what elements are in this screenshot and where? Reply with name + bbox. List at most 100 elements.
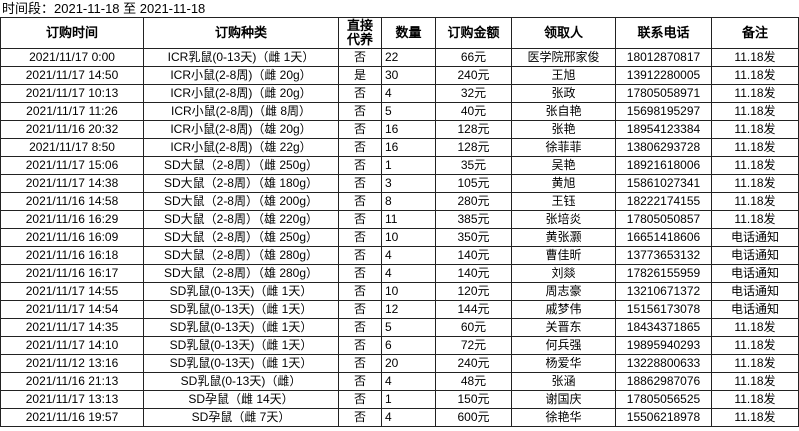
cell-quantity: 4 <box>381 408 436 427</box>
cell-recipient: 吴艳 <box>511 156 616 175</box>
cell-recipient: 戚梦伟 <box>511 300 616 319</box>
cell-phone: 17826155959 <box>615 264 712 283</box>
cell-order-type: ICR小鼠(2-8周)（雌 20g） <box>143 66 339 85</box>
cell-remark: 11.18发 <box>711 120 799 139</box>
cell-remark: 11.18发 <box>711 390 799 409</box>
cell-order-type: SD大鼠（2-8周）（雄 250g） <box>143 228 339 247</box>
cell-remark: 11.18发 <box>711 336 799 355</box>
header-order-time: 订购时间 <box>0 17 144 49</box>
header-row: 订购时间 订购种类 直接 代养 数量 订购金额 领取人 联系电话 备注 <box>0 17 799 49</box>
cell-amount: 140元 <box>435 246 512 265</box>
cell-recipient: 曹佳昕 <box>511 246 616 265</box>
table-row: 2021/11/16 14:58 SD大鼠（2-8周）（雄 200g）否 8 280元… <box>0 192 799 211</box>
cell-phone: 17805058971 <box>615 84 712 103</box>
cell-amount: 240元 <box>435 354 512 373</box>
cell-phone: 13228800633 <box>615 354 712 373</box>
cell-direct-care: 否 <box>338 228 382 247</box>
header-direct-line2: 代养 <box>346 32 373 47</box>
cell-recipient: 张涵 <box>511 372 616 391</box>
cell-amount: 144元 <box>435 300 512 319</box>
cell-amount: 600元 <box>435 408 512 427</box>
cell-recipient: 徐艳华 <box>511 408 616 427</box>
table-row: 2021/11/17 14:35 SD乳鼠(0-13天)（雌 1天）否 5 60元 关晋… <box>0 318 799 337</box>
cell-quantity: 1 <box>381 156 436 175</box>
cell-remark: 11.18发 <box>711 138 799 157</box>
cell-remark: 11.18发 <box>711 48 799 67</box>
cell-order-time: 2021/11/16 14:58 <box>0 192 144 211</box>
cell-amount: 120元 <box>435 282 512 301</box>
cell-quantity: 5 <box>381 318 436 337</box>
cell-recipient: 张培炎 <box>511 210 616 229</box>
cell-remark: 11.18发 <box>711 84 799 103</box>
cell-order-time: 2021/11/16 19:57 <box>0 408 144 427</box>
cell-direct-care: 否 <box>338 48 382 67</box>
cell-phone: 18434371865 <box>615 318 712 337</box>
cell-order-time: 2021/11/17 14:55 <box>0 282 144 301</box>
cell-direct-care: 否 <box>338 102 382 121</box>
cell-quantity: 30 <box>381 66 436 85</box>
cell-quantity: 10 <box>381 282 436 301</box>
cell-amount: 35元 <box>435 156 512 175</box>
cell-amount: 105元 <box>435 174 512 193</box>
header-amount: 订购金额 <box>435 17 512 49</box>
cell-order-time: 2021/11/17 14:54 <box>0 300 144 319</box>
order-table: 订购时间 订购种类 直接 代养 数量 订购金额 领取人 联系电话 备注 2021/… <box>0 17 799 427</box>
cell-recipient: 刘燚 <box>511 264 616 283</box>
cell-recipient: 黄旭 <box>511 174 616 193</box>
cell-remark: 电话通知 <box>711 228 799 247</box>
cell-remark: 11.18发 <box>711 174 799 193</box>
cell-direct-care: 否 <box>338 336 382 355</box>
cell-order-type: SD大鼠（2-8周）（雄 220g） <box>143 210 339 229</box>
cell-amount: 66元 <box>435 48 512 67</box>
header-phone: 联系电话 <box>615 17 712 49</box>
cell-order-time: 2021/11/16 16:09 <box>0 228 144 247</box>
cell-recipient: 医学院邢家俊 <box>511 48 616 67</box>
cell-order-type: ICR小鼠(2-8周)（雌 8周） <box>143 102 339 121</box>
cell-order-type: SD乳鼠(0-13天)（雌 1天） <box>143 354 339 373</box>
cell-order-type: SD大鼠（2-8周）（雄 280g） <box>143 246 339 265</box>
cell-phone: 18222174155 <box>615 192 712 211</box>
cell-order-time: 2021/11/12 13:16 <box>0 354 144 373</box>
cell-phone: 15861027341 <box>615 174 712 193</box>
cell-order-time: 2021/11/17 14:38 <box>0 174 144 193</box>
cell-quantity: 6 <box>381 336 436 355</box>
cell-amount: 60元 <box>435 318 512 337</box>
cell-quantity: 4 <box>381 84 436 103</box>
cell-phone: 18954123384 <box>615 120 712 139</box>
cell-order-type: SD孕鼠（雌 7天） <box>143 408 339 427</box>
cell-quantity: 4 <box>381 264 436 283</box>
cell-direct-care: 否 <box>338 84 382 103</box>
table-row: 2021/11/17 14:10 SD乳鼠(0-13天)（雌 1天）否 6 72元 何兵… <box>0 336 799 355</box>
cell-phone: 19895940293 <box>615 336 712 355</box>
cell-remark: 电话通知 <box>711 300 799 319</box>
cell-direct-care: 否 <box>338 138 382 157</box>
cell-amount: 48元 <box>435 372 512 391</box>
cell-phone: 17805050857 <box>615 210 712 229</box>
cell-recipient: 何兵强 <box>511 336 616 355</box>
cell-order-time: 2021/11/17 10:13 <box>0 84 144 103</box>
cell-amount: 40元 <box>435 102 512 121</box>
cell-order-time: 2021/11/16 16:17 <box>0 264 144 283</box>
cell-recipient: 王钰 <box>511 192 616 211</box>
cell-phone: 13806293728 <box>615 138 712 157</box>
cell-order-time: 2021/11/16 16:29 <box>0 210 144 229</box>
cell-phone: 15698195297 <box>615 102 712 121</box>
cell-order-type: SD乳鼠(0-13天)（雌 1天） <box>143 318 339 337</box>
cell-order-time: 2021/11/16 20:32 <box>0 120 144 139</box>
cell-direct-care: 否 <box>338 318 382 337</box>
cell-recipient: 张自艳 <box>511 102 616 121</box>
cell-quantity: 20 <box>381 354 436 373</box>
cell-order-type: ICR小鼠(2-8周)（雄 20g） <box>143 120 339 139</box>
cell-amount: 150元 <box>435 390 512 409</box>
cell-direct-care: 否 <box>338 390 382 409</box>
cell-remark: 11.18发 <box>711 156 799 175</box>
header-direct-care: 直接 代养 <box>338 17 382 49</box>
cell-order-time: 2021/11/17 11:26 <box>0 102 144 121</box>
cell-direct-care: 否 <box>338 120 382 139</box>
table-row: 2021/11/17 0:00 ICR乳鼠(0-13天)（雌 1天）否 22 66元医… <box>0 48 799 67</box>
cell-order-type: SD乳鼠(0-13天)（雌 1天） <box>143 300 339 319</box>
table-row: 2021/11/17 13:13 SD孕鼠（雌 14天）否 1 150元 谢国庆 1780… <box>0 390 799 409</box>
table-row: 2021/11/12 13:16 SD乳鼠(0-13天)（雌 1天）否 20 240元… <box>0 354 799 373</box>
cell-direct-care: 否 <box>338 300 382 319</box>
cell-phone: 13773653132 <box>615 246 712 265</box>
